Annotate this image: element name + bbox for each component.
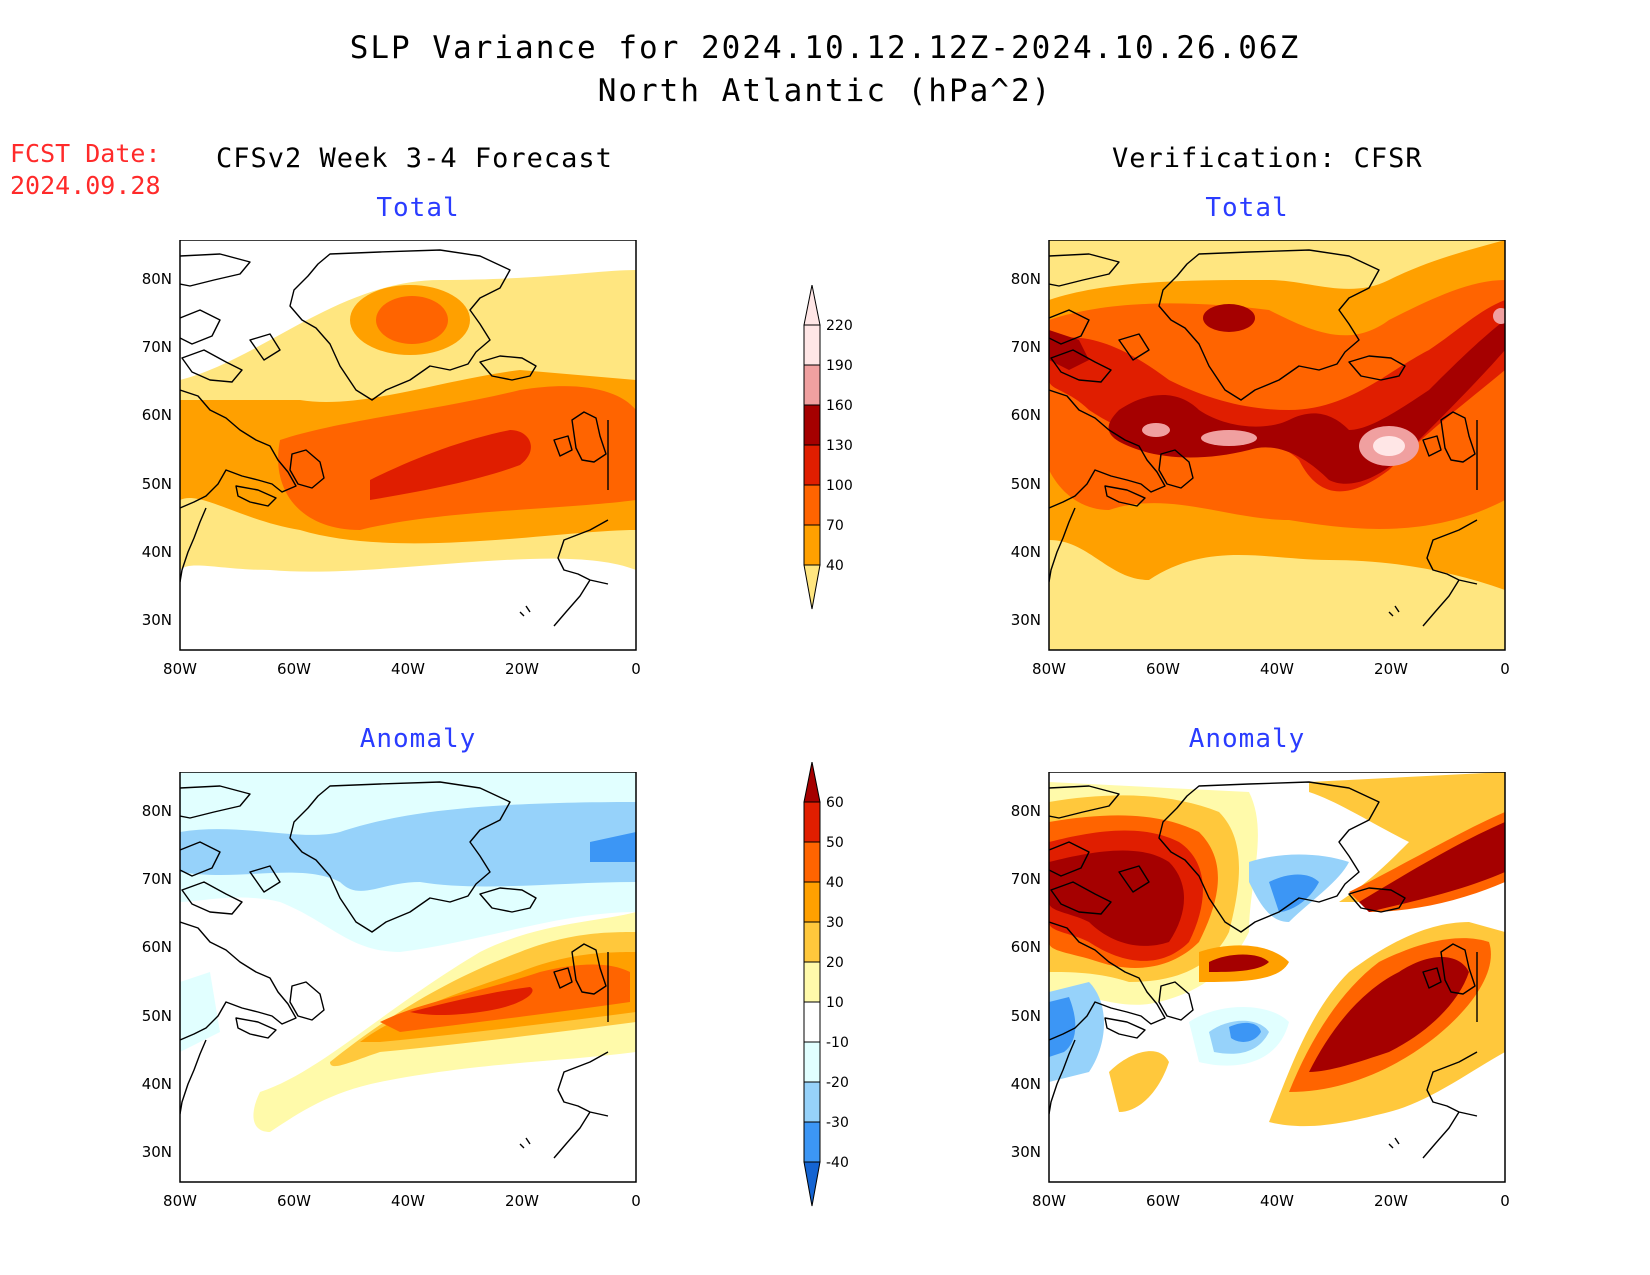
lat-label-30n: 30N (1011, 1143, 1041, 1161)
colorbar-swatch (803, 801, 821, 843)
colorbar-swatch (803, 1121, 821, 1163)
lat-label-50n: 50N (142, 1007, 172, 1025)
colorbar-cap-bottom (803, 564, 821, 610)
lat-label-70n: 70N (1011, 338, 1041, 356)
lat-label-30n: 30N (1011, 611, 1041, 629)
main-title-line1: SLP Variance for 2024.10.12.12Z-2024.10.… (349, 30, 1301, 66)
fcst-date-value: 2024.09.28 (10, 171, 161, 200)
lat-label-40n: 40N (142, 543, 172, 561)
colorbar-swatch (803, 1041, 821, 1083)
colorbar-cap-top (803, 762, 821, 803)
panel-title-forecast-anomaly: Anomaly (359, 724, 477, 754)
colorbar-label: -20 (826, 1075, 849, 1091)
lat-label-60n: 60N (1011, 406, 1041, 424)
lat-label-70n: 70N (142, 338, 172, 356)
colorbar-swatch (803, 1081, 821, 1123)
map-forecast-anomaly: 80N 70N 60N 50N 40N 30N 80W 60W 40W 20W … (142, 772, 641, 1210)
lon-label-80w: 80W (1032, 1192, 1066, 1210)
lat-label-50n: 50N (142, 475, 172, 493)
lat-label-80n: 80N (1011, 270, 1041, 288)
total-colorbar: 40 70 100 130 160 190 220 (803, 285, 853, 610)
colorbar-cap-top (803, 285, 821, 326)
anomaly-colorbar: -40 -30 -20 -10 10 20 30 40 50 60 (803, 762, 849, 1207)
lon-label-60w: 60W (1146, 1192, 1180, 1210)
colorbar-label: -30 (826, 1115, 849, 1131)
main-title-line2: North Atlantic (hPa^2) (597, 73, 1053, 109)
colorbar-label: 160 (826, 398, 853, 414)
lat-label-70n: 70N (142, 870, 172, 888)
map-verification-anomaly: 80N 70N 60N 50N 40N 30N 80W 60W 40W 20W … (1011, 772, 1510, 1210)
colorbar-swatch (803, 921, 821, 963)
lon-label-40w: 40W (391, 1192, 425, 1210)
colorbar-swatch (803, 404, 821, 446)
lat-label-70n: 70N (1011, 870, 1041, 888)
lat-label-80n: 80N (1011, 802, 1041, 820)
colorbar-swatch (803, 364, 821, 406)
lat-label-40n: 40N (1011, 543, 1041, 561)
verification-header: Verification: CFSR (1112, 143, 1423, 174)
lon-label-40w: 40W (1260, 660, 1294, 678)
colorbar-cap-bottom (803, 1161, 821, 1207)
lon-label-0: 0 (631, 660, 641, 678)
lat-label-60n: 60N (142, 938, 172, 956)
colorbar-swatch (803, 484, 821, 526)
colorbar-label: 40 (826, 558, 844, 574)
lon-label-60w: 60W (1146, 660, 1180, 678)
fcst-date-label: FCST Date: (10, 139, 161, 168)
lat-label-60n: 60N (1011, 938, 1041, 956)
lat-label-50n: 50N (1011, 1007, 1041, 1025)
lon-label-20w: 20W (505, 660, 539, 678)
lon-label-80w: 80W (1032, 660, 1066, 678)
lat-label-30n: 30N (142, 611, 172, 629)
colorbar-label: 190 (826, 358, 853, 374)
lon-label-0: 0 (631, 1192, 641, 1210)
colorbar-label: 20 (826, 955, 844, 971)
colorbar-label: 130 (826, 438, 853, 454)
lat-label-80n: 80N (142, 270, 172, 288)
lat-label-40n: 40N (1011, 1075, 1041, 1093)
colorbar-label: 100 (826, 478, 853, 494)
lon-label-20w: 20W (1374, 1192, 1408, 1210)
lon-label-60w: 60W (277, 660, 311, 678)
colorbar-label: 40 (826, 875, 844, 891)
colorbar-label: 10 (826, 995, 844, 1011)
lat-label-30n: 30N (142, 1143, 172, 1161)
colorbar-label: 30 (826, 915, 844, 931)
lon-label-20w: 20W (1374, 660, 1408, 678)
panel-title-verification-total: Total (1205, 193, 1289, 223)
lat-label-50n: 50N (1011, 475, 1041, 493)
colorbar-swatch (803, 961, 821, 1003)
lon-label-80w: 80W (163, 1192, 197, 1210)
colorbar-swatch (803, 1001, 821, 1043)
lon-label-40w: 40W (391, 660, 425, 678)
colorbar-swatch (803, 524, 821, 566)
panel-title-verification-anomaly: Anomaly (1188, 724, 1306, 754)
colorbar-swatch (803, 881, 821, 923)
colorbar-label: -10 (826, 1035, 849, 1051)
forecast-header: CFSv2 Week 3-4 Forecast (216, 143, 613, 174)
map-verification-total: 80N 70N 60N 50N 40N 30N 80W 60W 40W 20W … (1011, 240, 1510, 678)
lon-label-80w: 80W (163, 660, 197, 678)
lat-label-80n: 80N (142, 802, 172, 820)
colorbar-label: 50 (826, 835, 844, 851)
lon-label-40w: 40W (1260, 1192, 1294, 1210)
colorbar-swatch (803, 444, 821, 486)
lon-label-0: 0 (1500, 660, 1510, 678)
lon-label-20w: 20W (505, 1192, 539, 1210)
colorbar-label: 60 (826, 795, 844, 811)
lon-label-60w: 60W (277, 1192, 311, 1210)
colorbar-label: 220 (826, 318, 853, 334)
lat-label-60n: 60N (142, 406, 172, 424)
lat-label-40n: 40N (142, 1075, 172, 1093)
map-forecast-total: 80N 70N 60N 50N 40N 30N 80W 60W 40W 20W … (142, 240, 641, 678)
lon-label-0: 0 (1500, 1192, 1510, 1210)
colorbar-swatch (803, 841, 821, 883)
panel-title-forecast-total: Total (376, 193, 460, 223)
colorbar-swatch (803, 324, 821, 366)
colorbar-label: -40 (826, 1155, 849, 1171)
colorbar-label: 70 (826, 518, 844, 534)
